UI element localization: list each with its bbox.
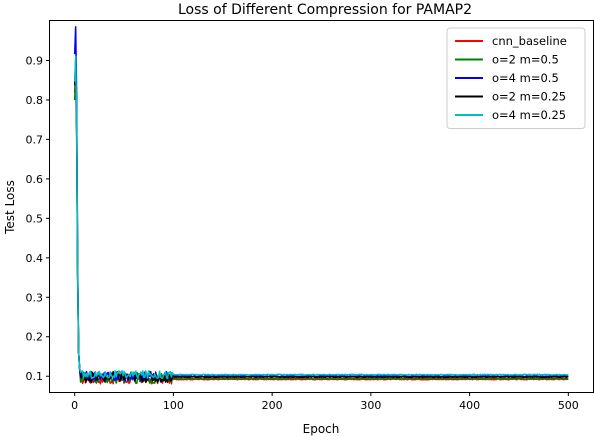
legend-entry: o=4 m=0.25 <box>492 108 566 122</box>
legend-box <box>446 27 586 129</box>
x-tick-label: 300 <box>360 399 381 412</box>
legend-entry: cnn_baseline <box>492 34 567 48</box>
y-tick-label: 0.9 <box>26 54 44 67</box>
x-tick-label: 0 <box>71 399 78 412</box>
legend-entry: o=2 m=0.25 <box>492 90 566 104</box>
x-tick-label: 500 <box>558 399 579 412</box>
chart-title: Loss of Different Compression for PAMAP2 <box>178 2 472 18</box>
y-tick-label: 0.7 <box>26 133 44 146</box>
plot-area <box>73 26 569 385</box>
axis-ticks: 0 100 200 300 400 500 0.1 0.2 0.3 0.4 0.5 0.6 0.7 0.8… <box>26 54 579 412</box>
x-tick-label: 100 <box>163 399 184 412</box>
y-tick-label: 0.1 <box>26 370 44 383</box>
y-tick-label: 0.3 <box>26 291 44 304</box>
x-axis-label: Epoch <box>303 422 340 436</box>
y-tick-label: 0.2 <box>26 331 44 344</box>
y-tick-label: 0.8 <box>26 94 44 107</box>
x-tick-label: 200 <box>262 399 283 412</box>
y-tick-label: 0.6 <box>26 173 44 186</box>
y-axis-label: Test Loss <box>3 180 17 235</box>
x-tick-label: 400 <box>459 399 480 412</box>
legend-entry: o=2 m=0.5 <box>492 53 559 67</box>
series-line <box>73 55 569 380</box>
legend-entry: o=4 m=0.5 <box>492 71 559 85</box>
y-tick-label: 0.5 <box>26 212 44 225</box>
legend: cnn_baseline o=2 m=0.5 o=4 m=0.5 o=2 m=0.25… <box>446 27 586 129</box>
y-tick-label: 0.4 <box>26 252 44 265</box>
